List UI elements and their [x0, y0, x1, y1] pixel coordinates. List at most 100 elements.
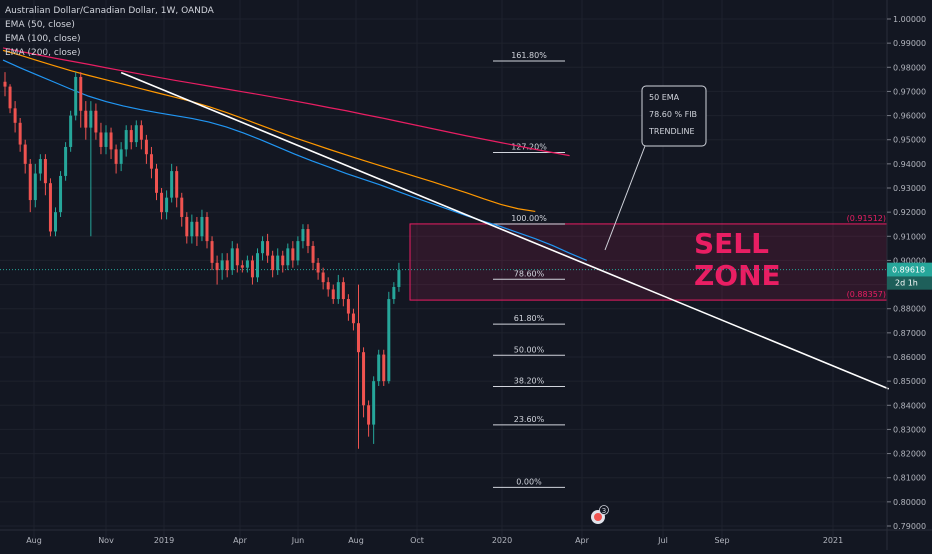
y-tick-label: 0.91000 — [893, 232, 926, 241]
candle-body — [175, 171, 179, 198]
candle-body — [114, 149, 118, 164]
candle-body — [362, 352, 366, 406]
candle-body — [261, 241, 265, 254]
sell-zone-title-line1: SELL — [694, 227, 769, 260]
candle-body — [180, 197, 184, 217]
callout-text: 50 EMA — [649, 93, 680, 102]
candle-body — [377, 354, 381, 382]
candle-body — [271, 255, 275, 271]
candle-body — [84, 110, 88, 128]
candle-body — [276, 255, 280, 271]
countdown-badge — [887, 276, 932, 290]
legend-ema-100: EMA (100, close) — [5, 34, 81, 44]
candle-body — [139, 125, 143, 140]
x-tick-label: Aug — [26, 536, 42, 545]
current-price-label: 0.89618 — [892, 266, 925, 275]
candle-body — [149, 154, 153, 169]
candle-body — [205, 216, 209, 242]
fib-level-label: 0.00% — [516, 477, 542, 486]
candle-body — [235, 248, 239, 266]
candle-body — [185, 216, 189, 237]
candle-body — [291, 248, 295, 261]
candle-body — [124, 130, 128, 150]
candle-body — [74, 76, 78, 116]
x-tick-label: 2020 — [492, 536, 512, 545]
fib-level-label: 50.00% — [514, 345, 545, 354]
candle-body — [155, 168, 158, 193]
candle-body — [245, 260, 249, 268]
x-tick-label: Oct — [410, 536, 424, 545]
candle-body — [336, 282, 340, 300]
y-tick-label: 0.88000 — [893, 305, 926, 314]
candle-body — [321, 272, 325, 283]
x-tick-label: Nov — [98, 536, 114, 545]
y-tick-label: 0.94000 — [893, 160, 926, 169]
ema-200-line — [2, 47, 570, 157]
candle-body — [210, 241, 214, 263]
candle-body — [94, 110, 98, 133]
candle-body — [109, 132, 113, 150]
x-tick-label: 2021 — [823, 536, 843, 545]
candle-body — [119, 149, 123, 164]
candle-body — [200, 216, 204, 237]
candle-body — [48, 183, 52, 232]
candle-body — [301, 229, 305, 242]
candle-body — [372, 381, 376, 425]
zone-top-label: (0.91512) — [847, 214, 886, 223]
legend-ema-200: EMA (200, close) — [5, 48, 81, 58]
y-tick-label: 0.87000 — [893, 329, 926, 338]
candle-body — [69, 115, 73, 147]
ema-100-line — [2, 49, 536, 213]
fib-level-label: 61.80% — [514, 314, 545, 323]
candle-body — [23, 144, 27, 164]
candle-body — [54, 212, 57, 232]
candle-body — [230, 248, 234, 271]
y-tick-label: 0.90000 — [893, 256, 926, 265]
y-tick-label: 0.84000 — [893, 401, 926, 410]
y-tick-label: 0.79000 — [893, 522, 926, 531]
y-tick-label: 0.93000 — [893, 184, 926, 193]
x-tick-label: Aug — [348, 536, 364, 545]
badge-count-circle — [599, 505, 609, 515]
zone-bottom-label: (0.88357) — [847, 290, 886, 299]
candle-body — [144, 139, 148, 155]
candle-body — [129, 130, 133, 143]
candle-body — [266, 241, 270, 256]
y-tick-label: 0.92000 — [893, 208, 926, 217]
y-tick-label: 0.99000 — [893, 39, 926, 48]
candle-body — [134, 125, 138, 143]
candle-body — [387, 299, 391, 382]
candle-body — [28, 163, 32, 201]
candle-body — [250, 260, 254, 278]
y-tick-label: 0.95000 — [893, 136, 926, 145]
x-tick-label: Apr — [575, 536, 590, 545]
candle-body — [346, 299, 350, 314]
candle-body — [18, 122, 22, 145]
y-tick-label: 0.81000 — [893, 474, 926, 483]
legend-ema-50: EMA (50, close) — [5, 20, 75, 30]
y-tick-label: 0.80000 — [893, 498, 926, 507]
legend-symbol: Australian Dollar/Canadian Dollar, 1W, O… — [5, 6, 214, 16]
current-price-badge — [887, 262, 932, 277]
chart-legend: Australian Dollar/Canadian Dollar, 1W, O… — [5, 4, 214, 60]
callout-box — [641, 85, 707, 147]
candle-body — [367, 405, 371, 425]
x-tick-label: Jun — [291, 536, 305, 545]
y-tick-label: 0.96000 — [893, 112, 926, 121]
candle-body — [43, 159, 47, 184]
fib-level-label: 161.80% — [511, 51, 547, 60]
candle-body — [382, 354, 386, 382]
candle-body — [357, 323, 360, 353]
candle-body — [3, 81, 7, 87]
candle-body — [79, 76, 83, 111]
candle-body — [281, 255, 285, 266]
candle-body — [392, 286, 396, 300]
candle-body — [311, 245, 315, 263]
candle-body — [331, 289, 335, 300]
x-tick-label: Jul — [657, 536, 668, 545]
candle-body — [64, 146, 68, 176]
candle-body — [215, 262, 219, 271]
candle-body — [165, 197, 169, 213]
candle-body — [89, 110, 93, 128]
